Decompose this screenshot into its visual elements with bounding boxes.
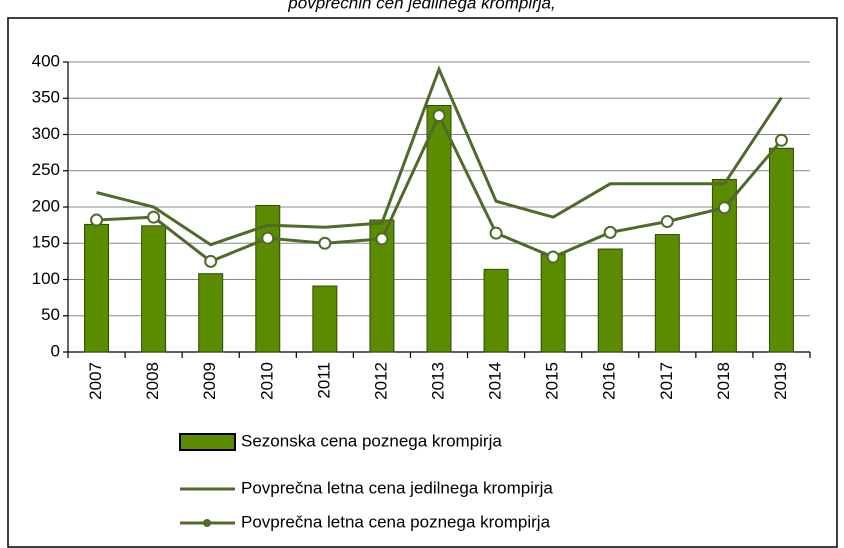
- bar: [141, 225, 167, 353]
- chart-title: povprečnih cen jedilnega krompirja,: [287, 0, 555, 12]
- line: [96, 65, 783, 247]
- legend-swatch: [179, 433, 236, 451]
- marker: [261, 231, 275, 245]
- marker: [147, 210, 161, 224]
- bar: [426, 105, 452, 353]
- marker: [774, 133, 788, 147]
- marker: [204, 254, 218, 268]
- y-tick-label: 0: [51, 341, 60, 360]
- x-tick-label: 2015: [543, 362, 562, 400]
- bar: [654, 234, 680, 353]
- y-tick-label: 100: [32, 269, 60, 288]
- x-tick-label: 2010: [257, 362, 276, 400]
- marker: [375, 232, 389, 246]
- y-tick-label: 200: [32, 196, 60, 215]
- x-tick-label: 2014: [486, 362, 505, 400]
- y-tick-label: 250: [32, 160, 60, 179]
- legend-label: Povprečna letna cena poznega krompirja: [241, 512, 551, 531]
- marker: [489, 226, 503, 240]
- marker: [318, 236, 332, 250]
- x-tick-label: 2013: [428, 362, 447, 400]
- y-tick-label: 400: [32, 51, 60, 70]
- x-tick-label: 2019: [771, 362, 790, 400]
- bar: [597, 248, 623, 353]
- x-tick-label: 2012: [371, 362, 390, 400]
- legend-marker: [203, 519, 211, 527]
- marker: [660, 215, 674, 228]
- marker: [90, 213, 104, 227]
- x-tick-label: 2011: [314, 362, 333, 399]
- x-tick-label: 2008: [143, 362, 162, 400]
- y-tick-label: 350: [32, 88, 60, 107]
- marker: [717, 201, 731, 215]
- bar: [540, 253, 566, 353]
- x-tick-label: 2016: [600, 362, 619, 400]
- y-tick-label: 150: [32, 233, 60, 252]
- marker: [603, 225, 617, 239]
- marker: [432, 109, 446, 123]
- x-tick-label: 2007: [86, 362, 105, 400]
- bar: [84, 223, 110, 353]
- legend-label: Povprečna letna cena jedilnega krompirja: [241, 478, 553, 497]
- bar: [768, 147, 794, 353]
- x-tick-label: 2009: [200, 362, 219, 400]
- y-tick-label: 300: [32, 124, 60, 143]
- y-tick-label: 50: [41, 305, 60, 324]
- x-tick-label: 2017: [657, 362, 676, 400]
- legend-label: Sezonska cena poznega krompirja: [241, 431, 502, 450]
- bar: [312, 285, 338, 353]
- bar: [711, 178, 737, 353]
- bar: [198, 273, 224, 353]
- marker: [546, 250, 560, 264]
- bar: [483, 268, 509, 353]
- x-tick-label: 2018: [714, 362, 733, 400]
